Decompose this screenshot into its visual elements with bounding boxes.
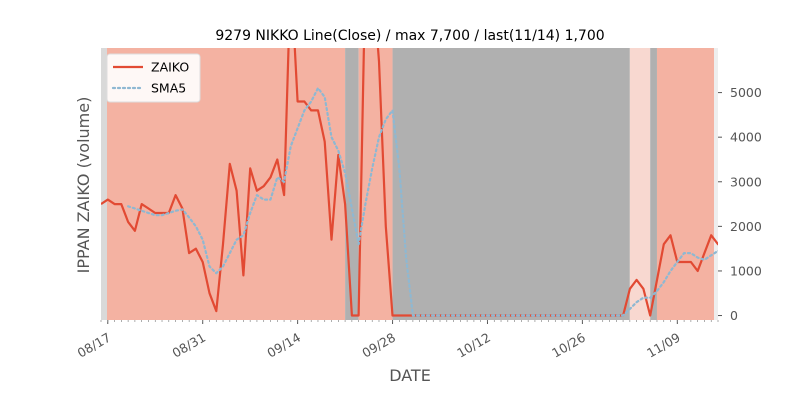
y-tick-label-2: 2000	[730, 219, 762, 234]
y-axis-label: IPPAN ZAIKO (volume)	[74, 97, 93, 274]
x-tick-label-5: 10/26	[549, 330, 588, 361]
background-band-edge-left	[101, 48, 107, 320]
x-axis-label: DATE	[389, 366, 431, 385]
x-tick-label-1: 08/31	[169, 330, 208, 361]
chart-title: 9279 NIKKO Line(Close) / max 7,700 / las…	[215, 28, 604, 44]
y-tick-label-1: 1000	[730, 263, 762, 278]
y-tick-label-0: 0	[730, 308, 738, 323]
x-tick-label-3: 09/28	[359, 330, 398, 361]
y-tick-label-4: 4000	[730, 130, 762, 145]
background-band-5	[650, 48, 657, 320]
x-tick-label-4: 10/12	[454, 330, 493, 361]
series-layer	[101, 48, 718, 317]
legend-label-zaiko: ZAIKO	[151, 60, 189, 75]
series-line-sma5	[127, 86, 718, 317]
x-tick-label-2: 09/14	[264, 330, 303, 361]
legend-label-sma5: SMA5	[151, 81, 186, 96]
y-tick-label-5: 5000	[730, 85, 762, 100]
x-tick-label-0: 08/17	[75, 330, 114, 361]
background-band-edge-right	[714, 48, 718, 320]
legend: ZAIKO SMA5	[106, 53, 201, 103]
y-tick-label-3: 3000	[730, 174, 762, 189]
background-band-2	[358, 48, 393, 320]
background-band-3	[392, 48, 630, 320]
background-band-6	[656, 48, 718, 320]
background-band-4	[629, 48, 651, 320]
x-tick-label-6: 11/09	[644, 330, 683, 361]
background-bands	[101, 48, 718, 320]
